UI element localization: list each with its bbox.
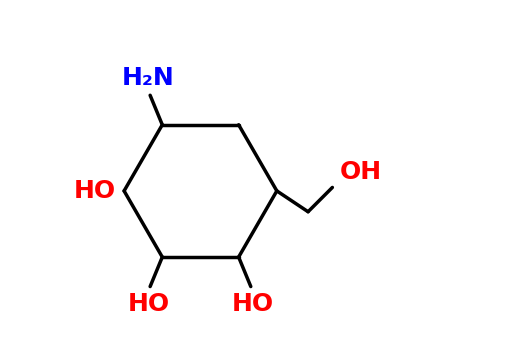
Text: OH: OH	[339, 160, 381, 184]
Text: HO: HO	[73, 179, 115, 203]
Text: HO: HO	[231, 292, 273, 316]
Text: H₂N: H₂N	[122, 66, 175, 90]
Text: HO: HO	[127, 292, 169, 316]
